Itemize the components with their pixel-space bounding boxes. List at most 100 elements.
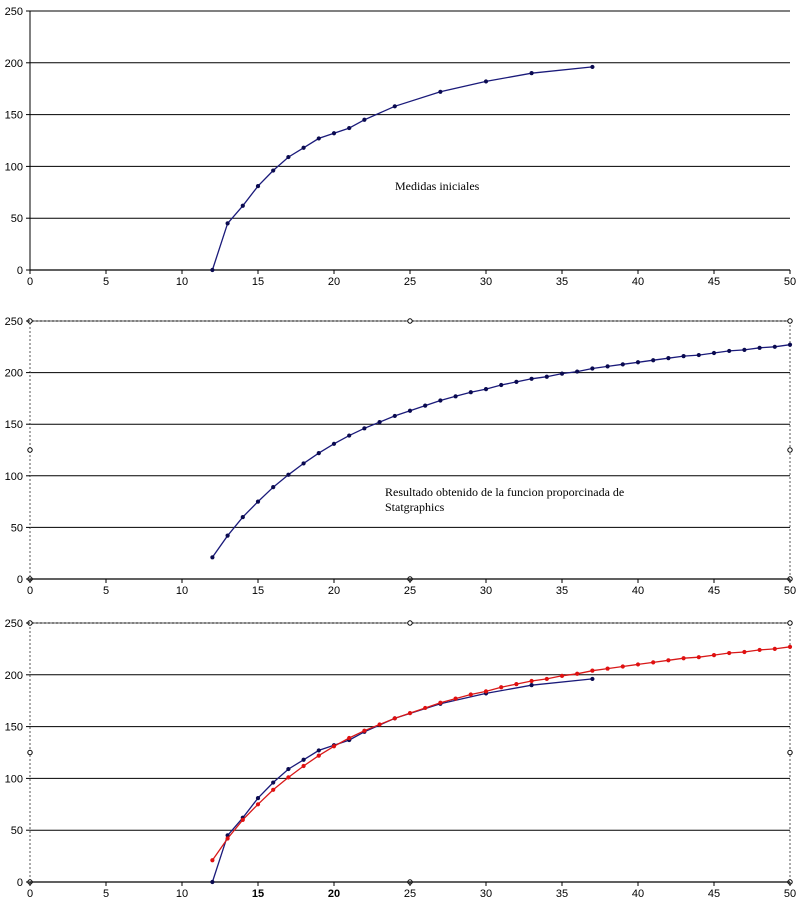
data-point [347, 125, 352, 131]
data-point [316, 753, 321, 758]
x-tick-label: 35 [556, 276, 568, 288]
data-point [240, 514, 245, 520]
chart-1: 0 5 10 15 20 25 30 35 40 45 50 0 50 100 150 200 250 Medid… [5, 6, 796, 288]
data-point [772, 646, 777, 652]
x-tick-label: 5 [103, 585, 109, 597]
x-tick-label: 15 [252, 276, 264, 288]
data-point [499, 382, 504, 388]
x-tick-label: 50 [784, 888, 796, 900]
selection-handle [787, 620, 793, 626]
y-tick-label: 50 [11, 825, 23, 837]
data-point [681, 656, 686, 661]
data-point [514, 379, 519, 384]
plot-selection-border [29, 320, 791, 580]
data-point [742, 347, 747, 352]
data-point [575, 671, 580, 676]
y-tick-label: 0 [17, 265, 23, 277]
plot-selection-border [29, 622, 791, 883]
x-tick-label: 45 [708, 276, 720, 288]
data-point [575, 369, 580, 374]
chart-annotation: Statgraphics [385, 500, 445, 514]
x-tick-label: 50 [784, 276, 796, 288]
series-line [211, 66, 593, 271]
y-tick-label: 0 [17, 877, 23, 889]
data-point [727, 348, 732, 354]
x-tick-label: 45 [708, 585, 720, 597]
data-point [711, 653, 717, 658]
data-point [483, 387, 489, 392]
y-tick-label: 250 [5, 316, 23, 328]
data-point [286, 766, 291, 772]
data-point [590, 676, 595, 682]
selection-handle [407, 318, 413, 324]
data-point [240, 203, 245, 208]
data-point [362, 426, 367, 431]
selection-handle [787, 318, 793, 324]
data-point [453, 394, 458, 399]
x-tick-label: 25 [404, 585, 416, 597]
chart-annotation: Medidas iniciales [395, 179, 480, 193]
selection-handle [407, 620, 413, 626]
data-point [271, 168, 276, 173]
data-point [483, 79, 489, 84]
data-point [377, 722, 382, 727]
data-point [301, 763, 306, 769]
data-point [468, 692, 473, 697]
chart-3: 0 5 10 15 20 25 30 35 40 45 50 0 50 100 150 200 250 [5, 618, 796, 900]
x-tick-label: 30 [480, 585, 492, 597]
data-point [210, 267, 215, 273]
data-point [635, 662, 641, 667]
data-point [757, 647, 762, 653]
data-point [620, 362, 625, 367]
x-tick-label: 20 [328, 276, 340, 288]
data-point [438, 398, 443, 403]
data-point [727, 650, 732, 656]
data-point [255, 795, 261, 801]
data-point [225, 533, 230, 538]
data-point [529, 71, 534, 76]
data-point [316, 450, 321, 456]
data-point [255, 499, 261, 504]
x-tick-label: 30 [480, 888, 492, 900]
data-point [316, 748, 321, 753]
data-point [651, 358, 656, 363]
data-point [331, 744, 337, 749]
y-tick-label: 150 [5, 110, 23, 122]
x-tick-label: 20 [328, 585, 340, 597]
data-point [377, 420, 382, 425]
data-point [240, 817, 245, 822]
data-point [271, 780, 276, 785]
data-point [362, 728, 367, 733]
data-point [286, 775, 291, 780]
x-tick-label: 35 [556, 585, 568, 597]
data-point [301, 145, 306, 150]
data-point [331, 441, 337, 446]
data-point [757, 345, 762, 350]
data-point [392, 716, 397, 721]
data-point [544, 374, 549, 379]
y-tick-label: 150 [5, 419, 23, 431]
y-tick-label: 100 [5, 471, 23, 483]
x-tick-label: 0 [27, 276, 33, 288]
y-tick-label: 250 [5, 6, 23, 18]
series-line [211, 646, 791, 861]
y-tick-label: 0 [17, 574, 23, 586]
data-point [529, 376, 534, 381]
data-point [529, 683, 534, 688]
selection-handle [27, 447, 33, 453]
data-point [453, 696, 458, 701]
y-tick-label: 50 [11, 522, 23, 534]
x-tick-label: 20 [328, 888, 340, 900]
y-tick-label: 250 [5, 618, 23, 630]
x-tick-label: 10 [176, 276, 188, 288]
data-point [620, 664, 625, 669]
data-point [438, 700, 443, 705]
data-point [605, 666, 610, 671]
data-point [301, 757, 306, 762]
data-point [255, 183, 261, 189]
data-point [407, 711, 413, 716]
x-tick-label: 25 [404, 888, 416, 900]
data-point [666, 356, 671, 361]
data-point [392, 413, 397, 419]
data-point [210, 879, 215, 885]
